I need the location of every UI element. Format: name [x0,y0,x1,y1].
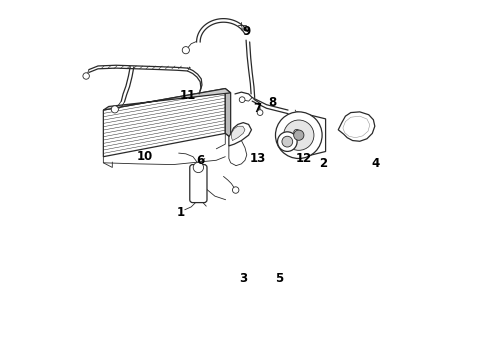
Polygon shape [231,126,245,140]
Circle shape [284,120,314,150]
Polygon shape [103,89,225,157]
Polygon shape [338,112,375,141]
Circle shape [232,187,239,193]
Text: 10: 10 [136,150,153,163]
FancyBboxPatch shape [190,165,207,203]
Circle shape [275,112,322,158]
Text: 3: 3 [239,272,247,285]
Polygon shape [229,123,251,146]
Circle shape [239,97,245,103]
Polygon shape [343,116,370,138]
Circle shape [182,46,190,54]
Text: 2: 2 [319,157,327,170]
Polygon shape [103,89,231,110]
Polygon shape [225,89,231,138]
Text: 8: 8 [268,96,276,109]
Circle shape [83,73,89,79]
Text: 9: 9 [243,25,251,38]
Circle shape [111,106,119,113]
Text: 4: 4 [372,157,380,170]
Circle shape [294,130,304,140]
Text: 13: 13 [249,152,266,165]
Text: 12: 12 [296,152,312,165]
Text: 7: 7 [253,102,262,115]
Text: 5: 5 [275,272,283,285]
Circle shape [257,110,263,116]
Text: 6: 6 [196,154,204,167]
Circle shape [277,132,297,152]
Circle shape [294,130,299,135]
Text: 11: 11 [179,89,196,102]
Text: 1: 1 [176,206,185,219]
Circle shape [282,136,293,147]
Polygon shape [297,112,325,158]
Circle shape [193,162,203,172]
